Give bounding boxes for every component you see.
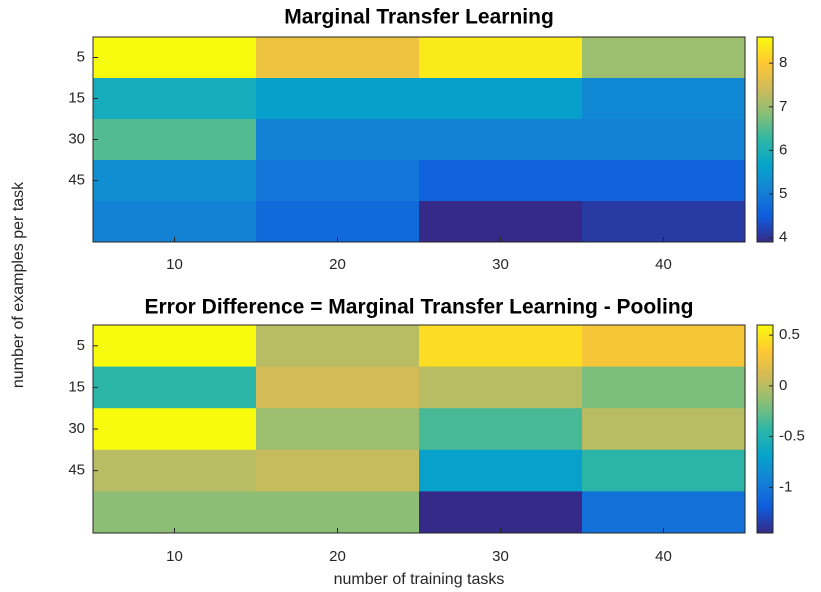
- heatmap-cell: [419, 408, 583, 451]
- y-tick-label: 30: [68, 130, 85, 147]
- heatmap-cell: [256, 325, 420, 368]
- y-tick-label: 15: [68, 89, 85, 106]
- x-tick-label: 30: [492, 256, 509, 273]
- colorbar: [756, 36, 774, 243]
- heatmap-cell: [582, 119, 746, 161]
- colorbar-tick-label: 5: [779, 185, 787, 202]
- heatmap-cell: [93, 491, 257, 534]
- heatmap-cell: [582, 37, 746, 79]
- heatmap-cell: [256, 78, 420, 120]
- colorbar-tick-label: 4: [779, 229, 787, 246]
- heatmap-cell: [582, 408, 746, 451]
- heatmap-cell: [93, 325, 257, 368]
- x-axis-label: number of training tasks: [334, 571, 505, 588]
- heatmap-cell: [419, 491, 583, 534]
- y-tick-label: 15: [68, 378, 85, 395]
- heatmap-cell: [256, 160, 420, 202]
- y-tick-label: 45: [68, 171, 85, 188]
- x-tick-label: 40: [655, 548, 672, 565]
- heatmap-cell: [93, 366, 257, 409]
- heatmap-cell: [419, 119, 583, 161]
- chart-title: Error Difference = Marginal Transfer Lea…: [144, 296, 693, 319]
- colorbar-tick-label: 7: [779, 98, 787, 115]
- heatmap-cell: [93, 408, 257, 451]
- heatmap-cell: [93, 78, 257, 120]
- heatmap-cell: [256, 408, 420, 451]
- heatmap-cell: [93, 119, 257, 161]
- y-tick-label: 5: [77, 337, 85, 354]
- heatmap-cell: [256, 449, 420, 492]
- heatmap-cell: [419, 37, 583, 79]
- y-tick-label: 45: [68, 462, 85, 479]
- x-tick-label: 40: [655, 256, 672, 273]
- x-tick-label: 10: [166, 548, 183, 565]
- x-tick-label: 20: [329, 548, 346, 565]
- heatmap-cell: [582, 201, 746, 243]
- heatmap-cell: [419, 160, 583, 202]
- heatmap-cell: [582, 449, 746, 492]
- heatmap-cell: [419, 78, 583, 120]
- colorbar-tick-label: 6: [779, 141, 787, 158]
- colorbar-tick-label: 0.5: [779, 326, 800, 343]
- heatmap-cell: [419, 201, 583, 243]
- colorbar-tick-label: 0: [779, 377, 787, 394]
- y-tick-label: 30: [68, 420, 85, 437]
- heatmap-cell: [256, 201, 420, 243]
- colorbar-tick-label: 8: [779, 54, 787, 71]
- heatmap-cell: [93, 201, 257, 243]
- colorbar-tick-label: -0.5: [779, 428, 805, 445]
- heatmap-cell: [419, 449, 583, 492]
- x-tick-label: 20: [329, 256, 346, 273]
- heatmap-cell: [419, 325, 583, 368]
- heatmap-cell: [582, 325, 746, 368]
- heatmap-cell: [93, 160, 257, 202]
- heatmap-cell: [256, 37, 420, 79]
- colorbar: [756, 324, 774, 534]
- heatmap-cell: [256, 119, 420, 161]
- x-tick-label: 30: [492, 548, 509, 565]
- heatmap-cell: [256, 366, 420, 409]
- heatmap-cell: [419, 366, 583, 409]
- heatmap-cell: [582, 491, 746, 534]
- colorbar-tick-label: -1: [779, 478, 792, 495]
- heatmap-cell: [582, 366, 746, 409]
- y-tick-label: 5: [77, 48, 85, 65]
- x-tick-label: 10: [166, 256, 183, 273]
- y-axis-label: number of examples per task: [10, 181, 27, 388]
- chart-title: Marginal Transfer Learning: [284, 6, 554, 29]
- heatmap-cell: [93, 449, 257, 492]
- heatmap-cell: [582, 160, 746, 202]
- heatmap-cell: [582, 78, 746, 120]
- heatmap-cell: [93, 37, 257, 79]
- heatmap-cell: [256, 491, 420, 534]
